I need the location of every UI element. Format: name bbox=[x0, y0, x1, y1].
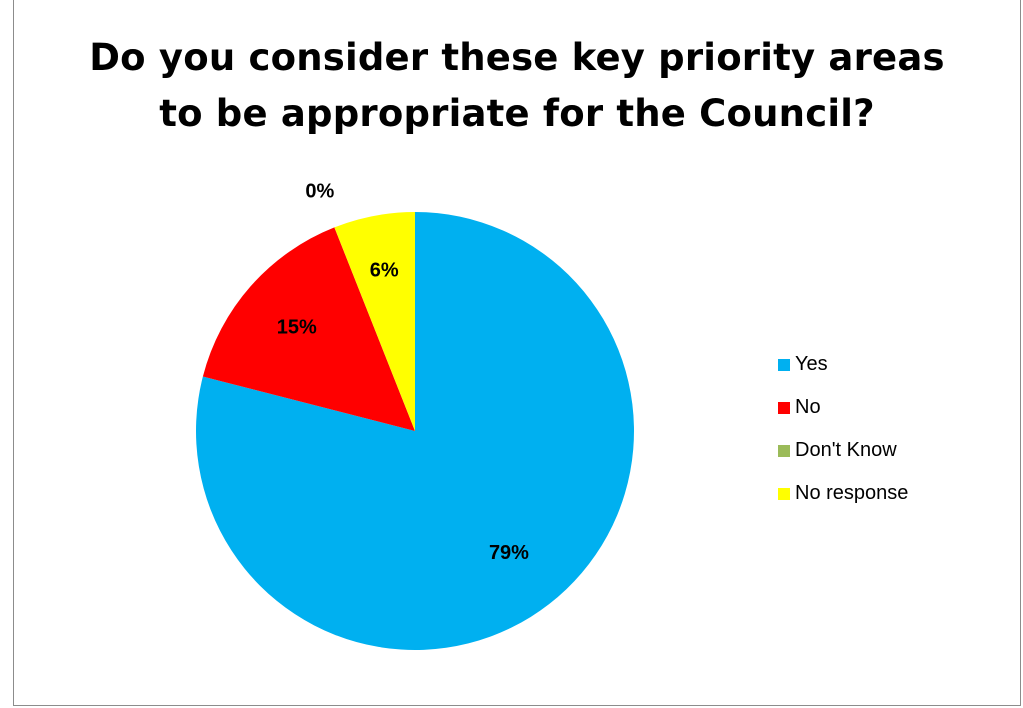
legend-item-no: No bbox=[778, 393, 908, 422]
legend-label-dont-know: Don't Know bbox=[795, 439, 897, 461]
legend-swatch-dont-know bbox=[778, 444, 790, 457]
data-label-dont-know: 0% bbox=[305, 181, 334, 203]
chart-title-line-1: Do you consider these key priority areas bbox=[89, 36, 945, 79]
legend-item-dont-know: Don't Know bbox=[778, 436, 908, 465]
chart-legend: Yes No Don't Know No response bbox=[778, 350, 908, 522]
chart-title-line-2: to be appropriate for the Council? bbox=[159, 92, 875, 135]
legend-swatch-yes bbox=[778, 358, 790, 371]
pie-slice-no-response bbox=[334, 212, 415, 431]
legend-label-yes: Yes bbox=[795, 353, 828, 375]
data-label-yes: 79% bbox=[489, 542, 529, 564]
legend-label-no-response: No response bbox=[795, 482, 909, 504]
pie-slice-no bbox=[202, 227, 415, 431]
chart-title: Do you consider these key priority areas… bbox=[13, 30, 1021, 142]
data-label-no-response: 6% bbox=[370, 260, 399, 282]
legend-item-no-response: No response bbox=[778, 479, 908, 508]
legend-swatch-no bbox=[778, 401, 790, 414]
legend-item-yes: Yes bbox=[778, 350, 908, 379]
legend-label-no: No bbox=[795, 396, 821, 418]
data-label-no: 15% bbox=[277, 317, 317, 339]
legend-swatch-no-response bbox=[778, 487, 790, 500]
